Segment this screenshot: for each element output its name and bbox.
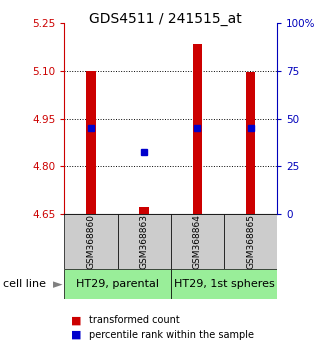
Text: HT29, 1st spheres: HT29, 1st spheres: [174, 279, 274, 289]
Bar: [171, 214, 224, 269]
Text: GSM368863: GSM368863: [140, 214, 149, 269]
Bar: [224, 214, 277, 269]
Text: cell line: cell line: [3, 279, 46, 289]
Text: transformed count: transformed count: [89, 315, 180, 325]
Bar: [64, 214, 117, 269]
Text: ■: ■: [71, 330, 82, 339]
Text: HT29, parental: HT29, parental: [76, 279, 159, 289]
Bar: [86, 71, 96, 214]
Text: percentile rank within the sample: percentile rank within the sample: [89, 330, 254, 339]
Bar: [64, 269, 171, 299]
Bar: [139, 207, 149, 214]
Bar: [171, 269, 277, 299]
Text: GSM368865: GSM368865: [246, 214, 255, 269]
Text: GSM368860: GSM368860: [86, 214, 95, 269]
Text: GDS4511 / 241515_at: GDS4511 / 241515_at: [89, 12, 241, 27]
Bar: [246, 73, 255, 214]
Bar: [117, 214, 171, 269]
Text: GSM368864: GSM368864: [193, 214, 202, 269]
Text: ►: ►: [53, 278, 63, 291]
Bar: [193, 44, 202, 214]
Text: ■: ■: [71, 315, 82, 325]
